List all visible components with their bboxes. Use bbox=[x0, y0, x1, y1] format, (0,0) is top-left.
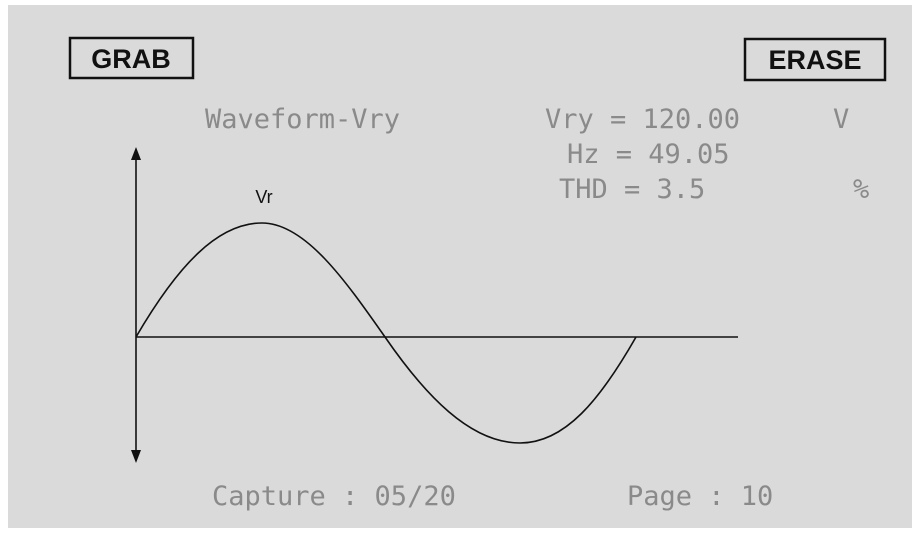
waveform-plot bbox=[131, 147, 738, 463]
reading: Hz = 49.05 bbox=[567, 139, 730, 170]
reading-unit: % bbox=[853, 174, 869, 205]
reading-unit: V bbox=[833, 104, 849, 135]
display-panel bbox=[8, 5, 912, 528]
capture-count: Capture : 05/20 bbox=[212, 481, 456, 512]
grab-button[interactable] bbox=[68, 36, 195, 80]
reading: THD = 3.5 bbox=[559, 174, 705, 205]
erase-button[interactable] bbox=[743, 37, 887, 82]
reading: Vry = 120.00 bbox=[545, 104, 740, 135]
axis-arrow bbox=[131, 450, 141, 463]
axis-arrow bbox=[131, 147, 141, 160]
erase-label[interactable]: ERASE bbox=[768, 45, 861, 75]
page-number: Page : 10 bbox=[627, 481, 773, 512]
sine-wave bbox=[135, 222, 637, 444]
grab-label[interactable]: GRAB bbox=[91, 44, 171, 74]
wave-label: Vr bbox=[255, 187, 272, 207]
waveform-title: Waveform-Vry bbox=[205, 104, 400, 135]
